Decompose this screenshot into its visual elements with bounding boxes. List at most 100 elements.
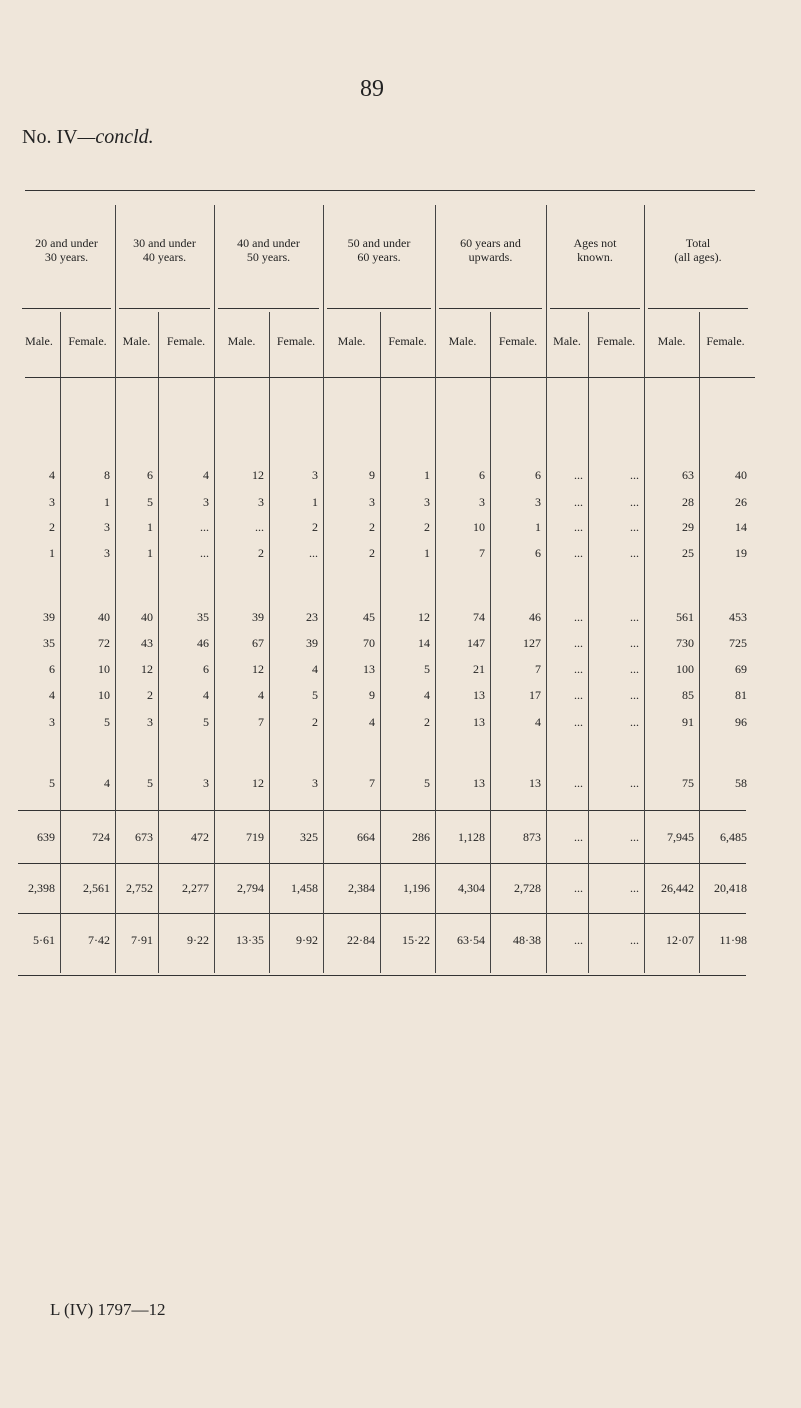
- table-cell: 40: [735, 468, 747, 482]
- table-cell: ...: [574, 881, 583, 895]
- table-cell: 5: [424, 662, 430, 676]
- table-cell: 2,794: [237, 881, 264, 895]
- table-cell: ...: [574, 830, 583, 844]
- column-group-header: 40 and under 50 years.: [214, 236, 323, 264]
- subheader-male: Male.: [657, 334, 686, 348]
- table-cell: 3: [203, 495, 209, 509]
- table-cell: ...: [574, 610, 583, 624]
- table-cell: 70: [363, 636, 375, 650]
- table-cell: 40: [98, 610, 110, 624]
- table-cell: 7: [369, 776, 375, 790]
- table-cell: 23: [306, 610, 318, 624]
- table-cell: 453: [729, 610, 747, 624]
- subheader-female: Female.: [276, 334, 316, 348]
- table-cell: 2,561: [83, 881, 110, 895]
- column-divider: [644, 378, 645, 973]
- table-cell: 58: [735, 776, 747, 790]
- table-cell: 725: [729, 636, 747, 650]
- table-cell: ...: [574, 662, 583, 676]
- table-cell: 96: [735, 715, 747, 729]
- table-cell: 25: [682, 546, 694, 560]
- column-group-header: Ages not known.: [546, 236, 644, 264]
- table-cell: 1: [312, 495, 318, 509]
- table-cell: 664: [357, 830, 375, 844]
- table-cell: 9: [369, 688, 375, 702]
- sub-divider: [158, 312, 159, 377]
- table-cell: 35: [197, 610, 209, 624]
- table-cell: 7: [535, 662, 541, 676]
- page-number: 89: [360, 76, 384, 102]
- table-cell: 147: [467, 636, 485, 650]
- table-cell: 13: [363, 662, 375, 676]
- group-divider: [214, 205, 215, 380]
- group-line2: 50 years.: [246, 250, 291, 264]
- table-cell: 100: [676, 662, 694, 676]
- table-cell: 3: [479, 495, 485, 509]
- table-cell: ...: [630, 495, 639, 509]
- table-cell: 20,418: [714, 881, 747, 895]
- table-cell: 561: [676, 610, 694, 624]
- column-divider: [546, 378, 547, 973]
- column-group-header: 30 and under 40 years.: [115, 236, 214, 264]
- table-cell: 12·07: [666, 933, 694, 947]
- table-cell: 2: [312, 520, 318, 534]
- table-cell: 46: [197, 636, 209, 650]
- table-cell: 6: [49, 662, 55, 676]
- title-suffix: —concld.: [77, 126, 154, 148]
- table-cell: ...: [574, 688, 583, 702]
- table-cell: 2: [49, 520, 55, 534]
- group-line2: upwards.: [468, 250, 513, 264]
- sub-divider: [588, 312, 589, 377]
- table-cell: 39: [43, 610, 55, 624]
- header-bottom-rule: [25, 377, 755, 378]
- table-cell: 4: [49, 688, 55, 702]
- table-cell: 1: [535, 520, 541, 534]
- table-cell: 67: [252, 636, 264, 650]
- row-rule: [18, 810, 746, 811]
- table-cell: 13: [473, 715, 485, 729]
- table-cell: 22·84: [347, 933, 375, 947]
- subheader-female: Female.: [706, 334, 745, 348]
- table-cell: 719: [246, 830, 264, 844]
- table-cell: 5: [147, 776, 153, 790]
- table-cell: 3: [312, 468, 318, 482]
- title-main: No. IV: [22, 126, 78, 148]
- row-rule: [18, 975, 746, 976]
- subheader-male: Male.: [122, 334, 151, 348]
- table-cell: 7: [479, 546, 485, 560]
- table-cell: 4: [369, 715, 375, 729]
- table-cell: 6: [479, 468, 485, 482]
- table-cell: 4: [535, 715, 541, 729]
- table-cell: 724: [92, 830, 110, 844]
- table-cell: 12: [252, 776, 264, 790]
- table-cell: ...: [574, 495, 583, 509]
- sub-divider: [269, 312, 270, 377]
- table-cell: ...: [574, 636, 583, 650]
- table-cell: 46: [529, 610, 541, 624]
- table-cell: 45: [363, 610, 375, 624]
- table-cell: 2: [424, 520, 430, 534]
- table-cell: 81: [735, 688, 747, 702]
- subheader-male: Male.: [448, 334, 477, 348]
- table-cell: ...: [574, 776, 583, 790]
- table-cell: 10: [98, 688, 110, 702]
- subheader-male: Male.: [25, 334, 53, 348]
- group-line1: Total: [685, 236, 711, 250]
- table-cell: 3: [535, 495, 541, 509]
- column-group-header: 60 years and upwards.: [435, 236, 546, 264]
- table-cell: 2,728: [514, 881, 541, 895]
- column-divider: [214, 378, 215, 973]
- table-cell: ...: [630, 468, 639, 482]
- group-underline: [327, 308, 431, 309]
- group-line2: 30 years.: [44, 250, 89, 264]
- table-cell: 8: [104, 468, 110, 482]
- table-cell: 5: [104, 715, 110, 729]
- table-cell: 3: [258, 495, 264, 509]
- subheader-female: Female.: [388, 334, 427, 348]
- sub-divider: [380, 312, 381, 377]
- sub-divider: [60, 312, 61, 377]
- table-cell: 10: [98, 662, 110, 676]
- table-cell: 472: [191, 830, 209, 844]
- table-cell: 21: [473, 662, 485, 676]
- table-cell: 63·54: [457, 933, 485, 947]
